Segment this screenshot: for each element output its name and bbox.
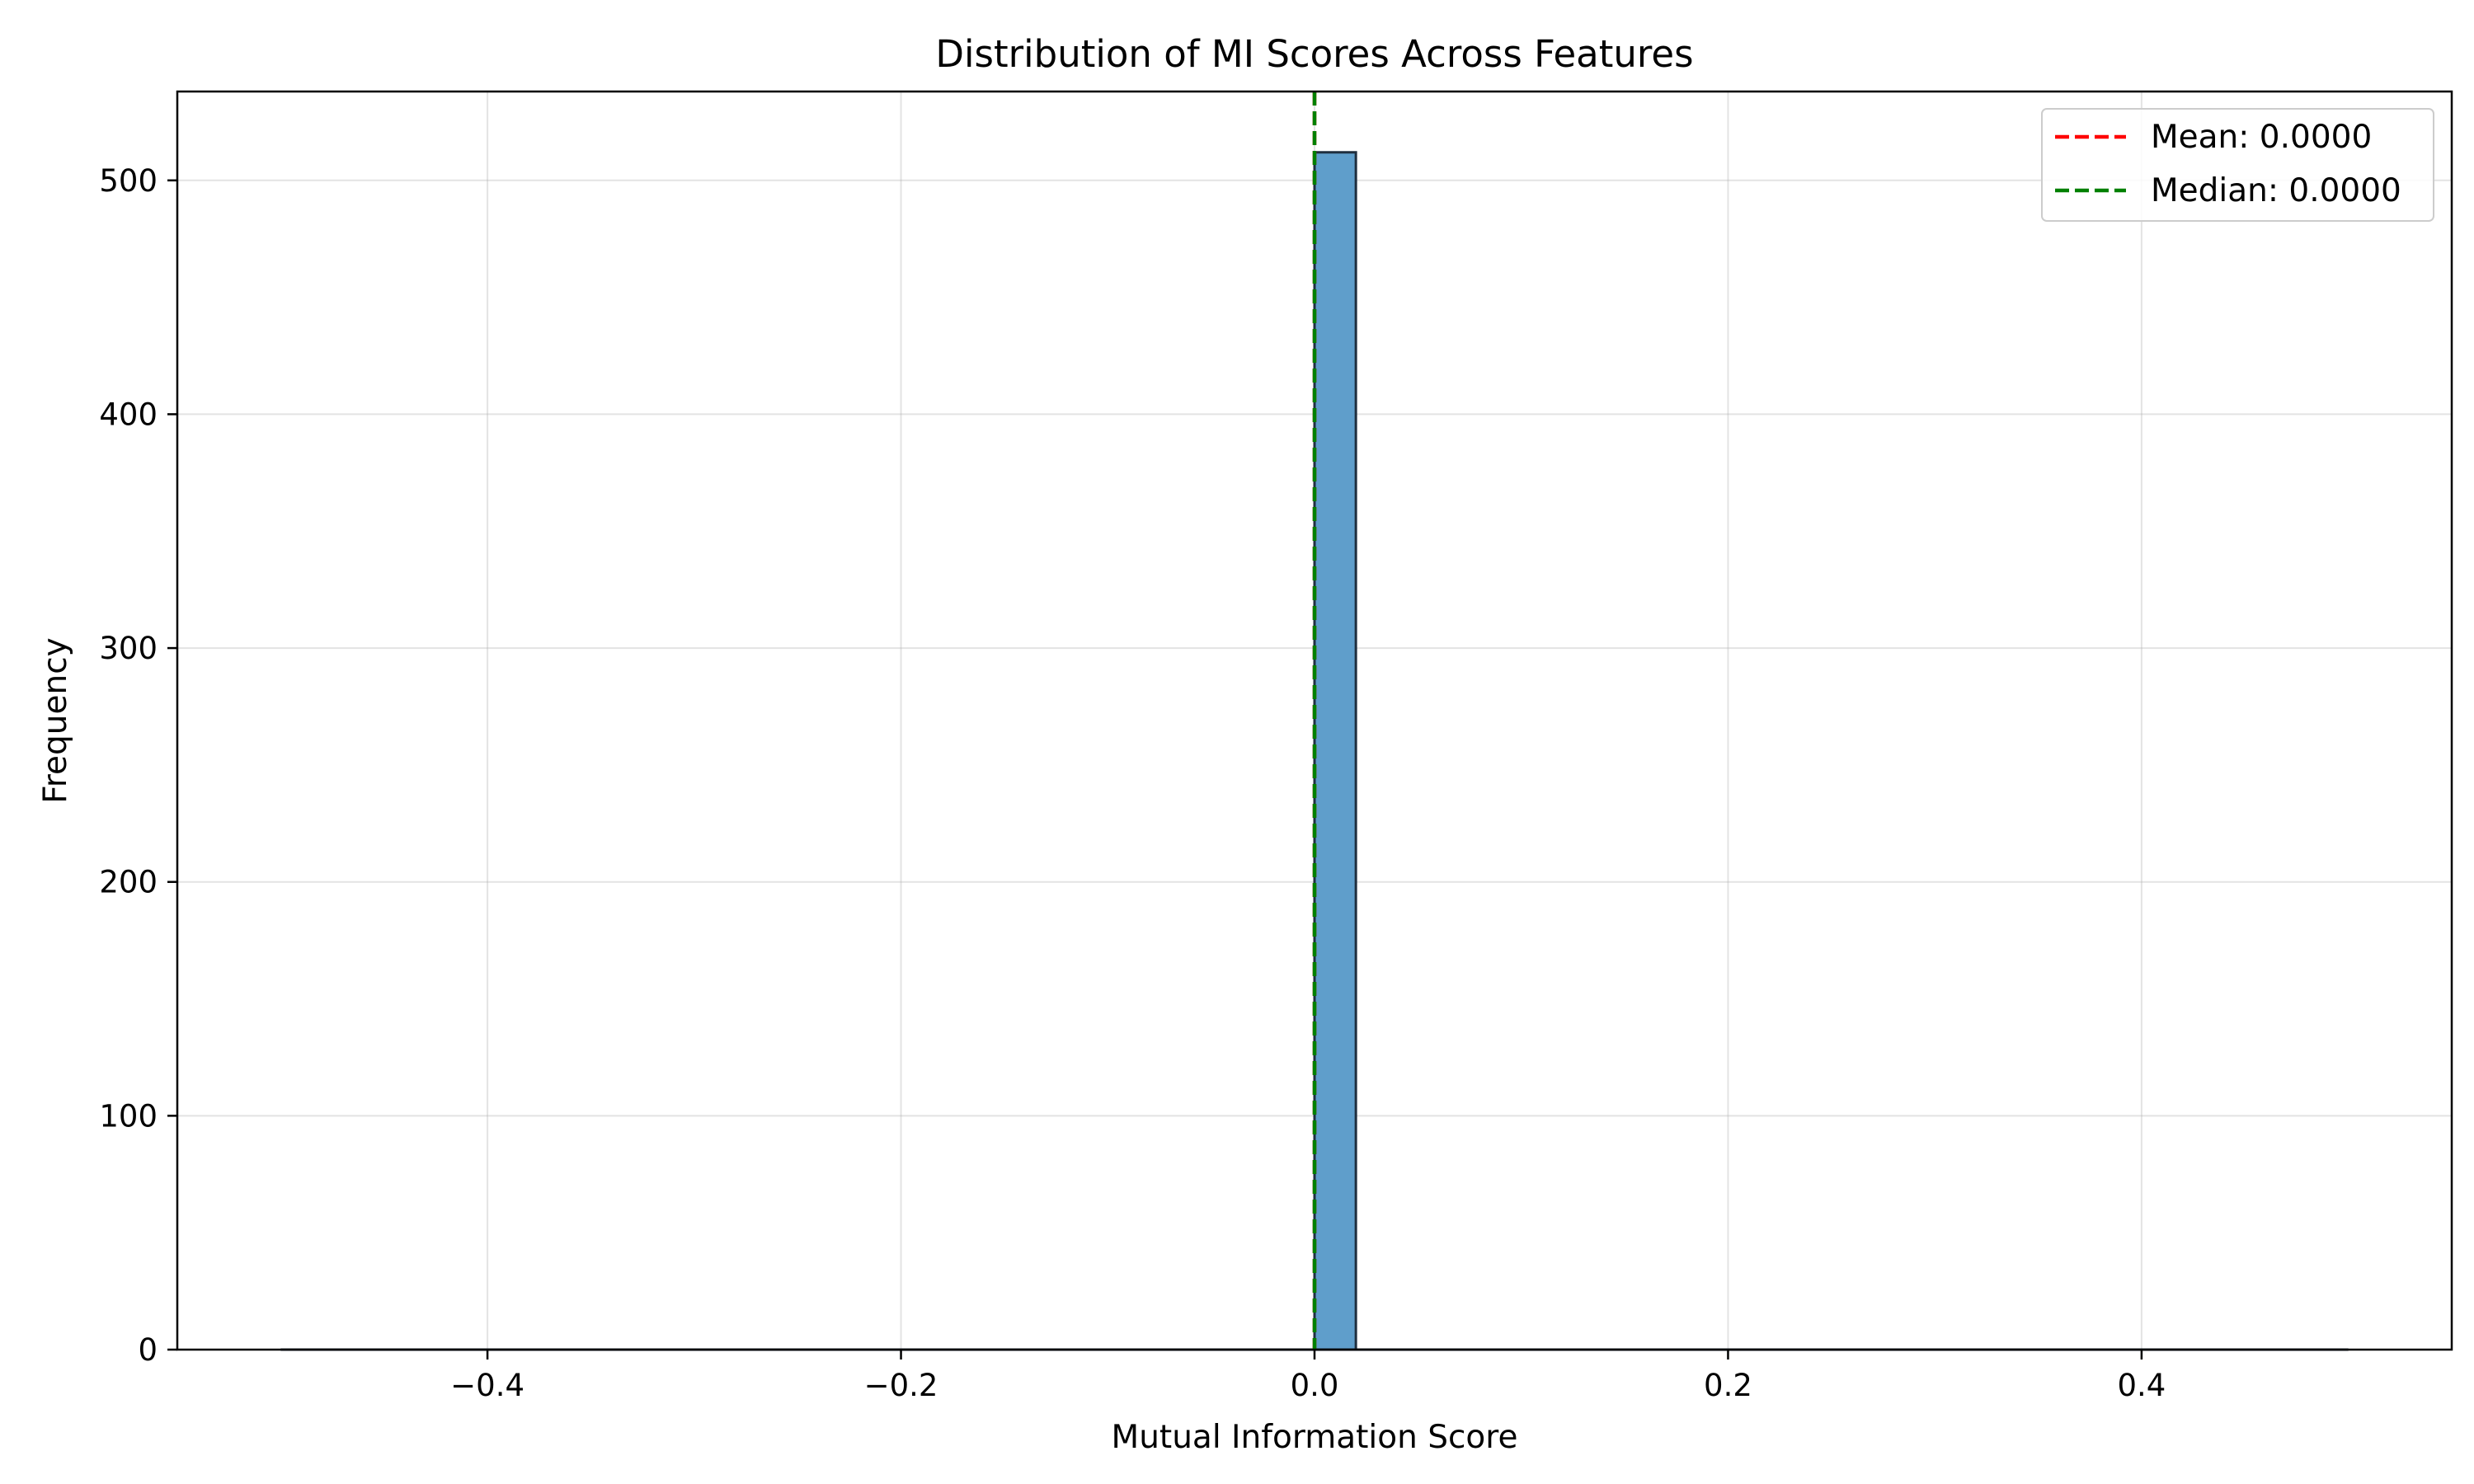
y-tick-label-1: 100 [99,1098,158,1134]
legend-label-median: Median: 0.0000 [2151,172,2401,209]
x-tick-label-2: 0.0 [1291,1368,1339,1403]
x-axis-label: Mutual Information Score [1112,1419,1518,1456]
histogram-bar-0 [1313,151,1357,1351]
chart-title: Distribution of MI Scores Across Feature… [935,32,1693,76]
x-tick-label-1: −0.2 [864,1368,938,1403]
x-tick-label-0: −0.4 [450,1368,524,1403]
legend-label-mean: Mean: 0.0000 [2151,119,2372,156]
y-axis-ticks: 0 100 200 300 400 500 [99,163,177,1368]
y-tick-label-5: 500 [99,163,158,199]
y-axis-label: Frequency [37,637,74,803]
x-axis-ticks: −0.4 −0.2 0.0 0.2 0.4 [450,1350,2166,1403]
histogram-bars [1313,151,1357,1351]
legend: Mean: 0.0000 Median: 0.0000 [2041,108,2434,222]
y-tick-label-4: 400 [99,397,158,432]
x-tick-label-4: 0.4 [2117,1368,2166,1403]
x-tick-label-3: 0.2 [1704,1368,1752,1403]
y-tick-label-3: 300 [99,631,158,666]
y-tick-label-2: 200 [99,865,158,900]
y-tick-label-0: 0 [138,1332,158,1368]
legend-box [2041,108,2434,222]
